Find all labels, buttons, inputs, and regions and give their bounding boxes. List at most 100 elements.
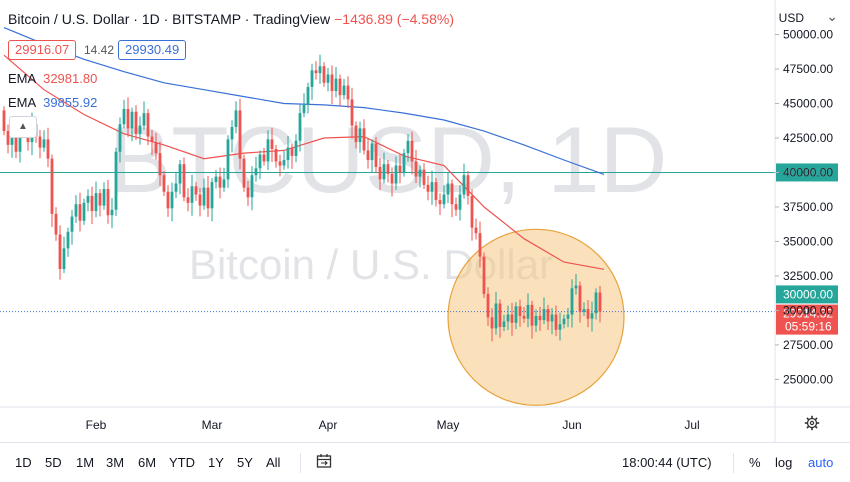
spread: 14.42 — [84, 43, 115, 57]
candle-body — [442, 194, 446, 205]
candle-body — [482, 256, 486, 294]
candle-body — [82, 202, 86, 221]
candle-body — [206, 187, 210, 209]
timeframe-all[interactable]: All — [266, 455, 281, 470]
candle-body — [498, 303, 502, 327]
candle-body — [114, 151, 118, 210]
auto-toggle[interactable]: auto — [808, 455, 834, 470]
candle-body — [462, 175, 466, 195]
candle-body — [386, 164, 390, 174]
candle-body — [286, 147, 290, 161]
timeframe-3m[interactable]: 3M — [106, 455, 125, 470]
ema-legend-1[interactable]: EMA 32981.80 — [8, 71, 97, 86]
timeframe-ytd[interactable]: YTD — [169, 455, 195, 470]
candle-body — [274, 149, 278, 162]
candle-body — [50, 158, 54, 214]
candle-body — [378, 166, 382, 180]
currency-label[interactable]: USD — [778, 11, 804, 25]
y-tick-label: 32500.00 — [783, 269, 833, 283]
candle-body — [166, 191, 170, 209]
candle-body — [242, 158, 246, 188]
candle-body — [10, 137, 14, 145]
candle-body — [38, 136, 42, 148]
candle-body — [158, 153, 162, 176]
candle-body — [178, 164, 182, 184]
timeframe-5d[interactable]: 5D — [45, 455, 62, 470]
candle-body — [510, 314, 514, 323]
candle-body — [270, 139, 274, 150]
price-change: −1436.89 (−4.58%) — [334, 11, 454, 27]
candle-body — [342, 85, 346, 96]
candle-body — [506, 314, 510, 322]
candle-body — [122, 108, 126, 125]
candle-body — [362, 128, 366, 151]
candle-body — [238, 110, 242, 159]
candle-body — [74, 204, 78, 217]
candle-body — [346, 85, 350, 100]
candle-body — [230, 126, 234, 140]
candle-body — [502, 321, 506, 327]
chevron-down-icon[interactable]: ⌄ — [826, 8, 838, 24]
candle-body — [246, 187, 250, 198]
candle-body — [350, 99, 354, 126]
collapse-legend-button[interactable]: ▲ — [9, 116, 37, 138]
candle-body — [298, 113, 302, 141]
y-tick-label: 42500.00 — [783, 131, 833, 145]
candle-body — [66, 231, 70, 249]
candle-body — [150, 136, 154, 143]
candle-body — [54, 213, 58, 235]
candle-body — [262, 154, 266, 162]
timeframe-1m[interactable]: 1M — [76, 455, 95, 470]
candle-body — [290, 147, 294, 156]
candle-body — [534, 315, 538, 326]
percent-toggle[interactable]: % — [749, 455, 761, 470]
timeframe-5y[interactable]: 5Y — [237, 455, 253, 470]
candle-body — [450, 183, 454, 205]
candle-body — [134, 111, 138, 134]
candle-body — [446, 183, 450, 195]
x-tick-label: Feb — [86, 418, 107, 432]
candle-body — [438, 200, 442, 205]
calendar-range-icon[interactable] — [316, 453, 332, 469]
ema-legend-2[interactable]: EMA 39855.92 — [8, 95, 97, 110]
candle-body — [42, 139, 46, 148]
utc-time[interactable]: 18:00:44 (UTC) — [622, 455, 712, 470]
gear-icon[interactable] — [804, 415, 820, 431]
candle-body — [434, 182, 438, 201]
y-tick-label: 27500.00 — [783, 338, 833, 352]
candle-body — [558, 324, 562, 330]
candle-body — [70, 216, 74, 232]
candle-body — [514, 306, 518, 323]
candle-body — [598, 292, 602, 312]
candle-body — [46, 139, 50, 159]
candle-body — [370, 143, 374, 161]
chevron-up-icon: ▲ — [18, 121, 28, 132]
ema-label: EMA — [8, 71, 36, 86]
sell-price[interactable]: 29916.07 — [8, 40, 77, 60]
candle-body — [538, 315, 542, 321]
timeframe-6m[interactable]: 6M — [138, 455, 157, 470]
candle-body — [530, 304, 534, 326]
candle-body — [410, 140, 414, 162]
candle-body — [594, 292, 598, 314]
candle-body — [566, 314, 570, 319]
candles — [2, 54, 602, 342]
price-axis: 25000.00 27500.00 30000.00 32500.00 35000.00… — [0, 0, 850, 442]
divider — [733, 453, 734, 473]
candle-body — [190, 186, 194, 203]
timeframe-1d[interactable]: 1D — [15, 455, 32, 470]
candle-body — [526, 304, 530, 319]
y-tick-label: 25000.00 — [783, 372, 833, 386]
x-tick-label: Apr — [319, 418, 338, 432]
timeframe-1y[interactable]: 1Y — [208, 455, 224, 470]
buy-price[interactable]: 29930.49 — [118, 40, 187, 60]
candle-body — [142, 113, 146, 126]
candle-body — [254, 168, 258, 176]
log-toggle[interactable]: log — [775, 455, 793, 470]
candle-body — [570, 288, 574, 315]
candle-body — [382, 164, 386, 180]
y-tick-label: 47500.00 — [783, 62, 833, 76]
ema-value: 32981.80 — [43, 71, 98, 86]
price-label-box — [776, 163, 838, 182]
